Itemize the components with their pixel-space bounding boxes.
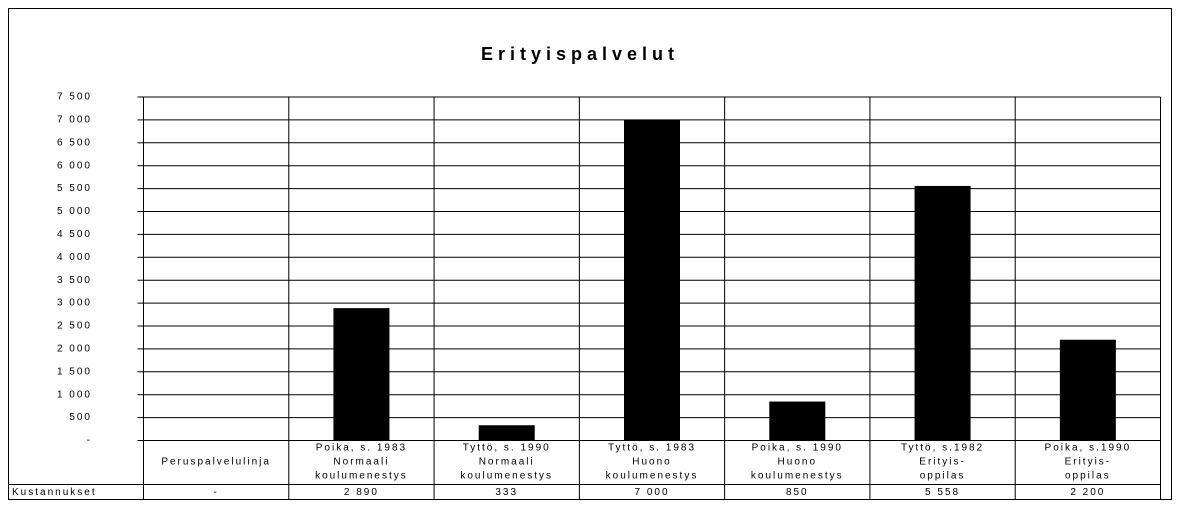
bar [914, 185, 971, 441]
x-tick-label: Huono [778, 457, 817, 468]
x-tick-label: Erityis- [1065, 457, 1112, 468]
y-tick-label: - [87, 435, 92, 446]
x-tick-label: Poika, s. 1990 [752, 443, 843, 454]
data-table-value: 2 200 [1070, 487, 1105, 498]
x-tick-label: Poika, s. 1983 [316, 443, 407, 454]
y-tick-label: 7 000 [57, 115, 92, 126]
y-tick-label: 6 000 [57, 160, 92, 171]
y-tick-label: 4 000 [57, 252, 92, 263]
x-tick-label: Huono [632, 457, 671, 468]
x-tick-label: Normaali [479, 457, 535, 468]
data-table-value: - [213, 487, 218, 498]
x-tick-label: oppilas [920, 471, 966, 482]
x-tick-label: koulumenestys [460, 471, 553, 482]
y-tick-label: 6 500 [57, 137, 92, 148]
legend-label: Kustannukset [12, 487, 97, 498]
x-tick-label: koulumenestys [315, 471, 408, 482]
x-tick-label: Tyttö, s.1982 [901, 443, 984, 454]
y-tick-label: 1 000 [57, 389, 92, 400]
data-table-value: 5 558 [925, 487, 960, 498]
y-tick-label: 3 500 [57, 275, 92, 286]
bar [624, 119, 680, 441]
bar [769, 401, 826, 441]
data-table-value: 2 890 [344, 487, 379, 498]
y-tick-label: 2 500 [57, 321, 92, 332]
bar [478, 425, 535, 441]
x-tick-label: Erityis- [919, 457, 966, 468]
y-tick-label: 500 [69, 412, 92, 423]
y-tick-label: 4 500 [57, 229, 92, 240]
x-tick-label: Tyttö, s. 1983 [608, 443, 696, 454]
x-tick-label: Poika, s.1990 [1045, 443, 1132, 454]
x-tick-label: Peruspalvelulinja [161, 457, 271, 468]
data-table-value: 333 [495, 487, 518, 498]
data-table-value: 850 [786, 487, 809, 498]
y-tick-label: 7 500 [57, 92, 92, 103]
bar [1059, 339, 1116, 441]
y-tick-label: 2 000 [57, 344, 92, 355]
x-tick-label: Normaali [333, 457, 389, 468]
x-tick-label: oppilas [1065, 471, 1111, 482]
chart-title: Erityispalvelut [481, 44, 679, 64]
x-tick-label: koulumenestys [751, 471, 844, 482]
y-tick-label: 1 500 [57, 366, 92, 377]
x-tick-label: koulumenestys [606, 471, 699, 482]
chart-border [8, 8, 1172, 500]
y-tick-label: 3 000 [57, 298, 92, 309]
data-table-value: 7 000 [634, 487, 669, 498]
y-tick-label: 5 500 [57, 183, 92, 194]
x-tick-label: Tyttö, s. 1990 [463, 443, 551, 454]
bar [333, 308, 390, 441]
y-tick-label: 5 000 [57, 206, 92, 217]
